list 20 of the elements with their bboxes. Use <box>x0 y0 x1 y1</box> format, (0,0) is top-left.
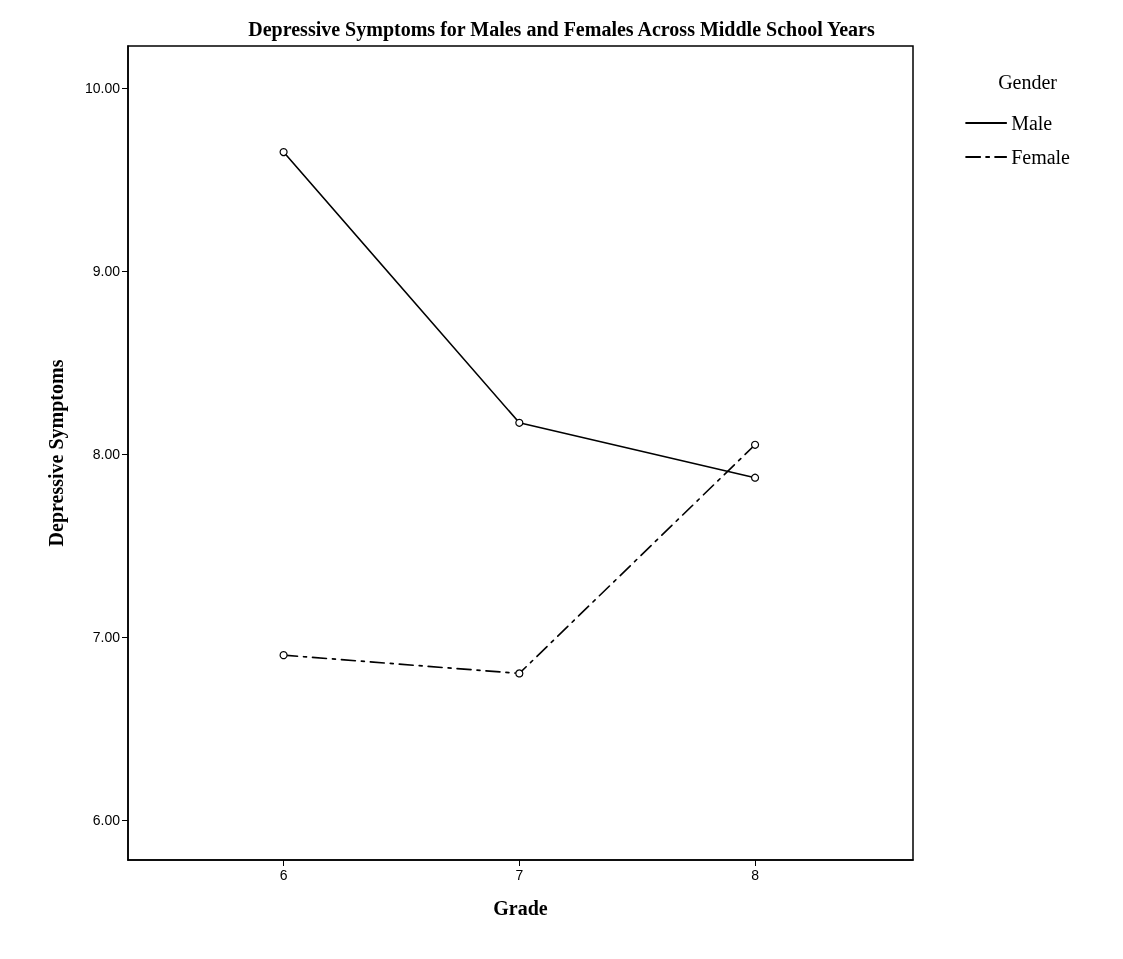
point <box>515 669 524 678</box>
y-tick-label: 10.00 <box>84 80 121 97</box>
y-tick-label: 9.00 <box>92 262 121 279</box>
x-tick-label: 6 <box>279 867 288 883</box>
legend-label: Male <box>1011 112 1053 134</box>
point <box>515 418 524 427</box>
y-tick-label: 7.00 <box>92 628 121 645</box>
chart-title: Depressive Symptoms for Males and Females Across Middle School Years <box>248 18 875 41</box>
point <box>750 473 760 482</box>
point <box>750 440 760 449</box>
y-axis-title: Depressive Symptoms <box>45 359 68 547</box>
y-tick-label: 6.00 <box>92 811 121 828</box>
point <box>279 148 288 157</box>
x-tick-label: 7 <box>515 867 524 883</box>
x-axis-title: Grade <box>493 897 548 919</box>
y-tick-label: 8.00 <box>92 445 121 462</box>
point <box>279 651 288 660</box>
x-tick-label: 8 <box>751 867 760 883</box>
legend-title: Gender <box>998 71 1058 93</box>
legend-label: Female <box>1011 146 1071 168</box>
